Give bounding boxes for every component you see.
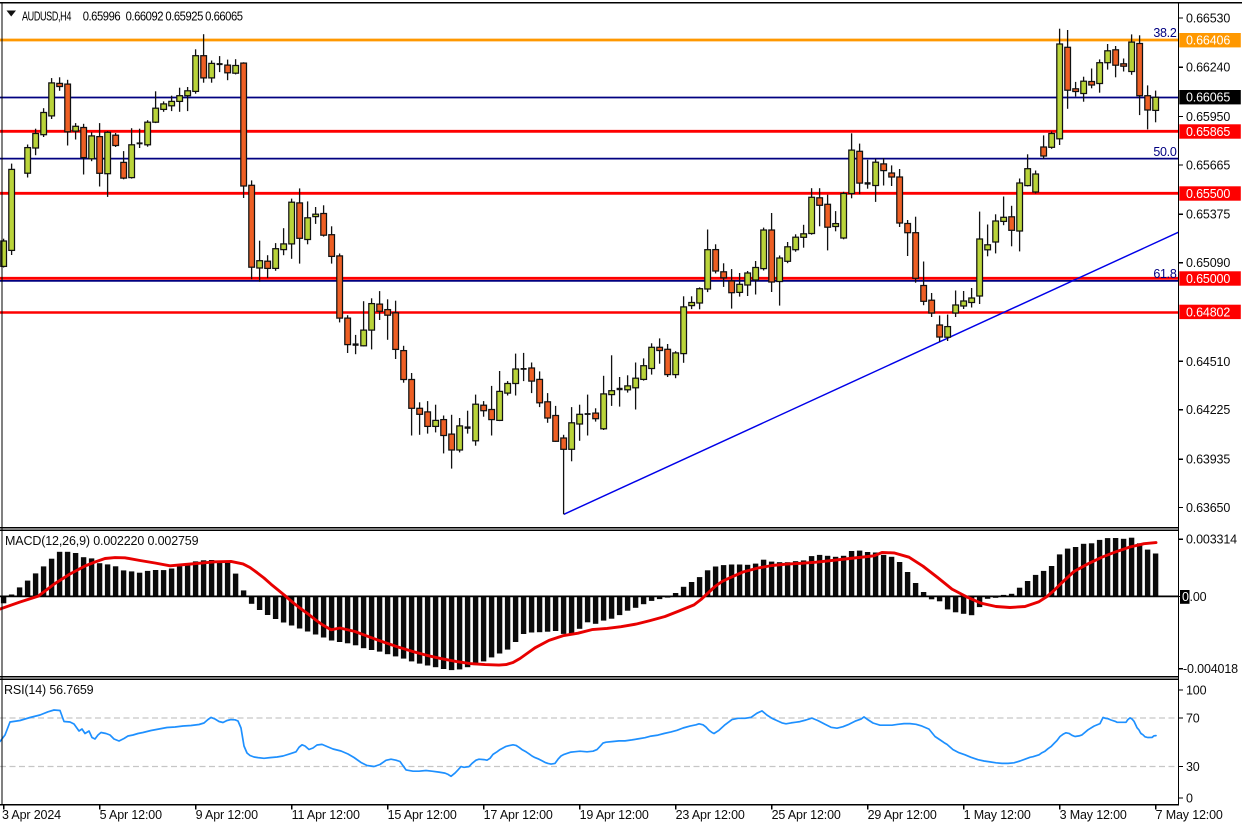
svg-text:0.64802: 0.64802 xyxy=(1186,305,1230,319)
svg-text:0.65000: 0.65000 xyxy=(1186,272,1230,286)
svg-text:0.66240: 0.66240 xyxy=(1186,61,1230,75)
svg-text:7 May 12:00: 7 May 12:00 xyxy=(1156,808,1223,822)
svg-text:1 May 12:00: 1 May 12:00 xyxy=(964,808,1031,822)
svg-text:0.003314: 0.003314 xyxy=(1186,533,1237,547)
svg-text:5 Apr 12:00: 5 Apr 12:00 xyxy=(100,808,162,822)
svg-text:-0.004018: -0.004018 xyxy=(1183,662,1238,676)
svg-text:0: 0 xyxy=(1182,590,1189,604)
svg-text:100: 100 xyxy=(1186,683,1207,697)
svg-text:15 Apr 12:00: 15 Apr 12:00 xyxy=(388,808,457,822)
svg-text:0.66065: 0.66065 xyxy=(205,10,243,24)
svg-text:AUDUSD,H4: AUDUSD,H4 xyxy=(22,10,71,24)
svg-text:0.63935: 0.63935 xyxy=(1186,453,1230,467)
svg-text:0.65375: 0.65375 xyxy=(1186,208,1230,222)
svg-text:3 Apr 2024: 3 Apr 2024 xyxy=(2,808,61,822)
svg-text:0.65865: 0.65865 xyxy=(1186,125,1230,139)
svg-text:0.64225: 0.64225 xyxy=(1186,403,1230,417)
svg-text:0: 0 xyxy=(1186,791,1193,805)
svg-text:17 Apr 12:00: 17 Apr 12:00 xyxy=(484,808,553,822)
svg-text:50.0: 50.0 xyxy=(1153,145,1176,159)
svg-text:0.63650: 0.63650 xyxy=(1186,501,1230,515)
svg-text:0.65996: 0.65996 xyxy=(83,10,121,24)
svg-text:38.2: 38.2 xyxy=(1153,26,1176,40)
svg-text:MACD(12,26,9) 0.002220 0.00275: MACD(12,26,9) 0.002220 0.002759 xyxy=(5,534,199,548)
svg-text:25 Apr 12:00: 25 Apr 12:00 xyxy=(772,808,841,822)
svg-text:0.66092: 0.66092 xyxy=(126,10,164,24)
svg-text:11 Apr 12:00: 11 Apr 12:00 xyxy=(292,808,360,822)
svg-text:0.64510: 0.64510 xyxy=(1186,355,1230,369)
svg-text:0.65500: 0.65500 xyxy=(1186,187,1230,201)
svg-text:23 Apr 12:00: 23 Apr 12:00 xyxy=(676,808,745,822)
svg-text:.00: .00 xyxy=(1190,590,1207,604)
svg-text:0.66406: 0.66406 xyxy=(1186,34,1230,48)
svg-text:29 Apr 12:00: 29 Apr 12:00 xyxy=(868,808,937,822)
svg-text:3 May 12:00: 3 May 12:00 xyxy=(1060,808,1127,822)
svg-text:61.8: 61.8 xyxy=(1153,267,1176,281)
svg-text:0.66530: 0.66530 xyxy=(1186,11,1230,25)
svg-text:0.65950: 0.65950 xyxy=(1186,110,1230,124)
svg-text:19 Apr 12:00: 19 Apr 12:00 xyxy=(580,808,649,822)
svg-text:0.65925: 0.65925 xyxy=(165,10,203,24)
svg-text:0.66065: 0.66065 xyxy=(1186,91,1230,105)
svg-text:RSI(14) 56.7659: RSI(14) 56.7659 xyxy=(4,683,94,697)
svg-text:0.65090: 0.65090 xyxy=(1186,256,1230,270)
svg-text:9 Apr 12:00: 9 Apr 12:00 xyxy=(196,808,258,822)
svg-text:0.65665: 0.65665 xyxy=(1186,158,1230,172)
svg-text:70: 70 xyxy=(1186,711,1200,725)
svg-text:30: 30 xyxy=(1186,760,1200,774)
